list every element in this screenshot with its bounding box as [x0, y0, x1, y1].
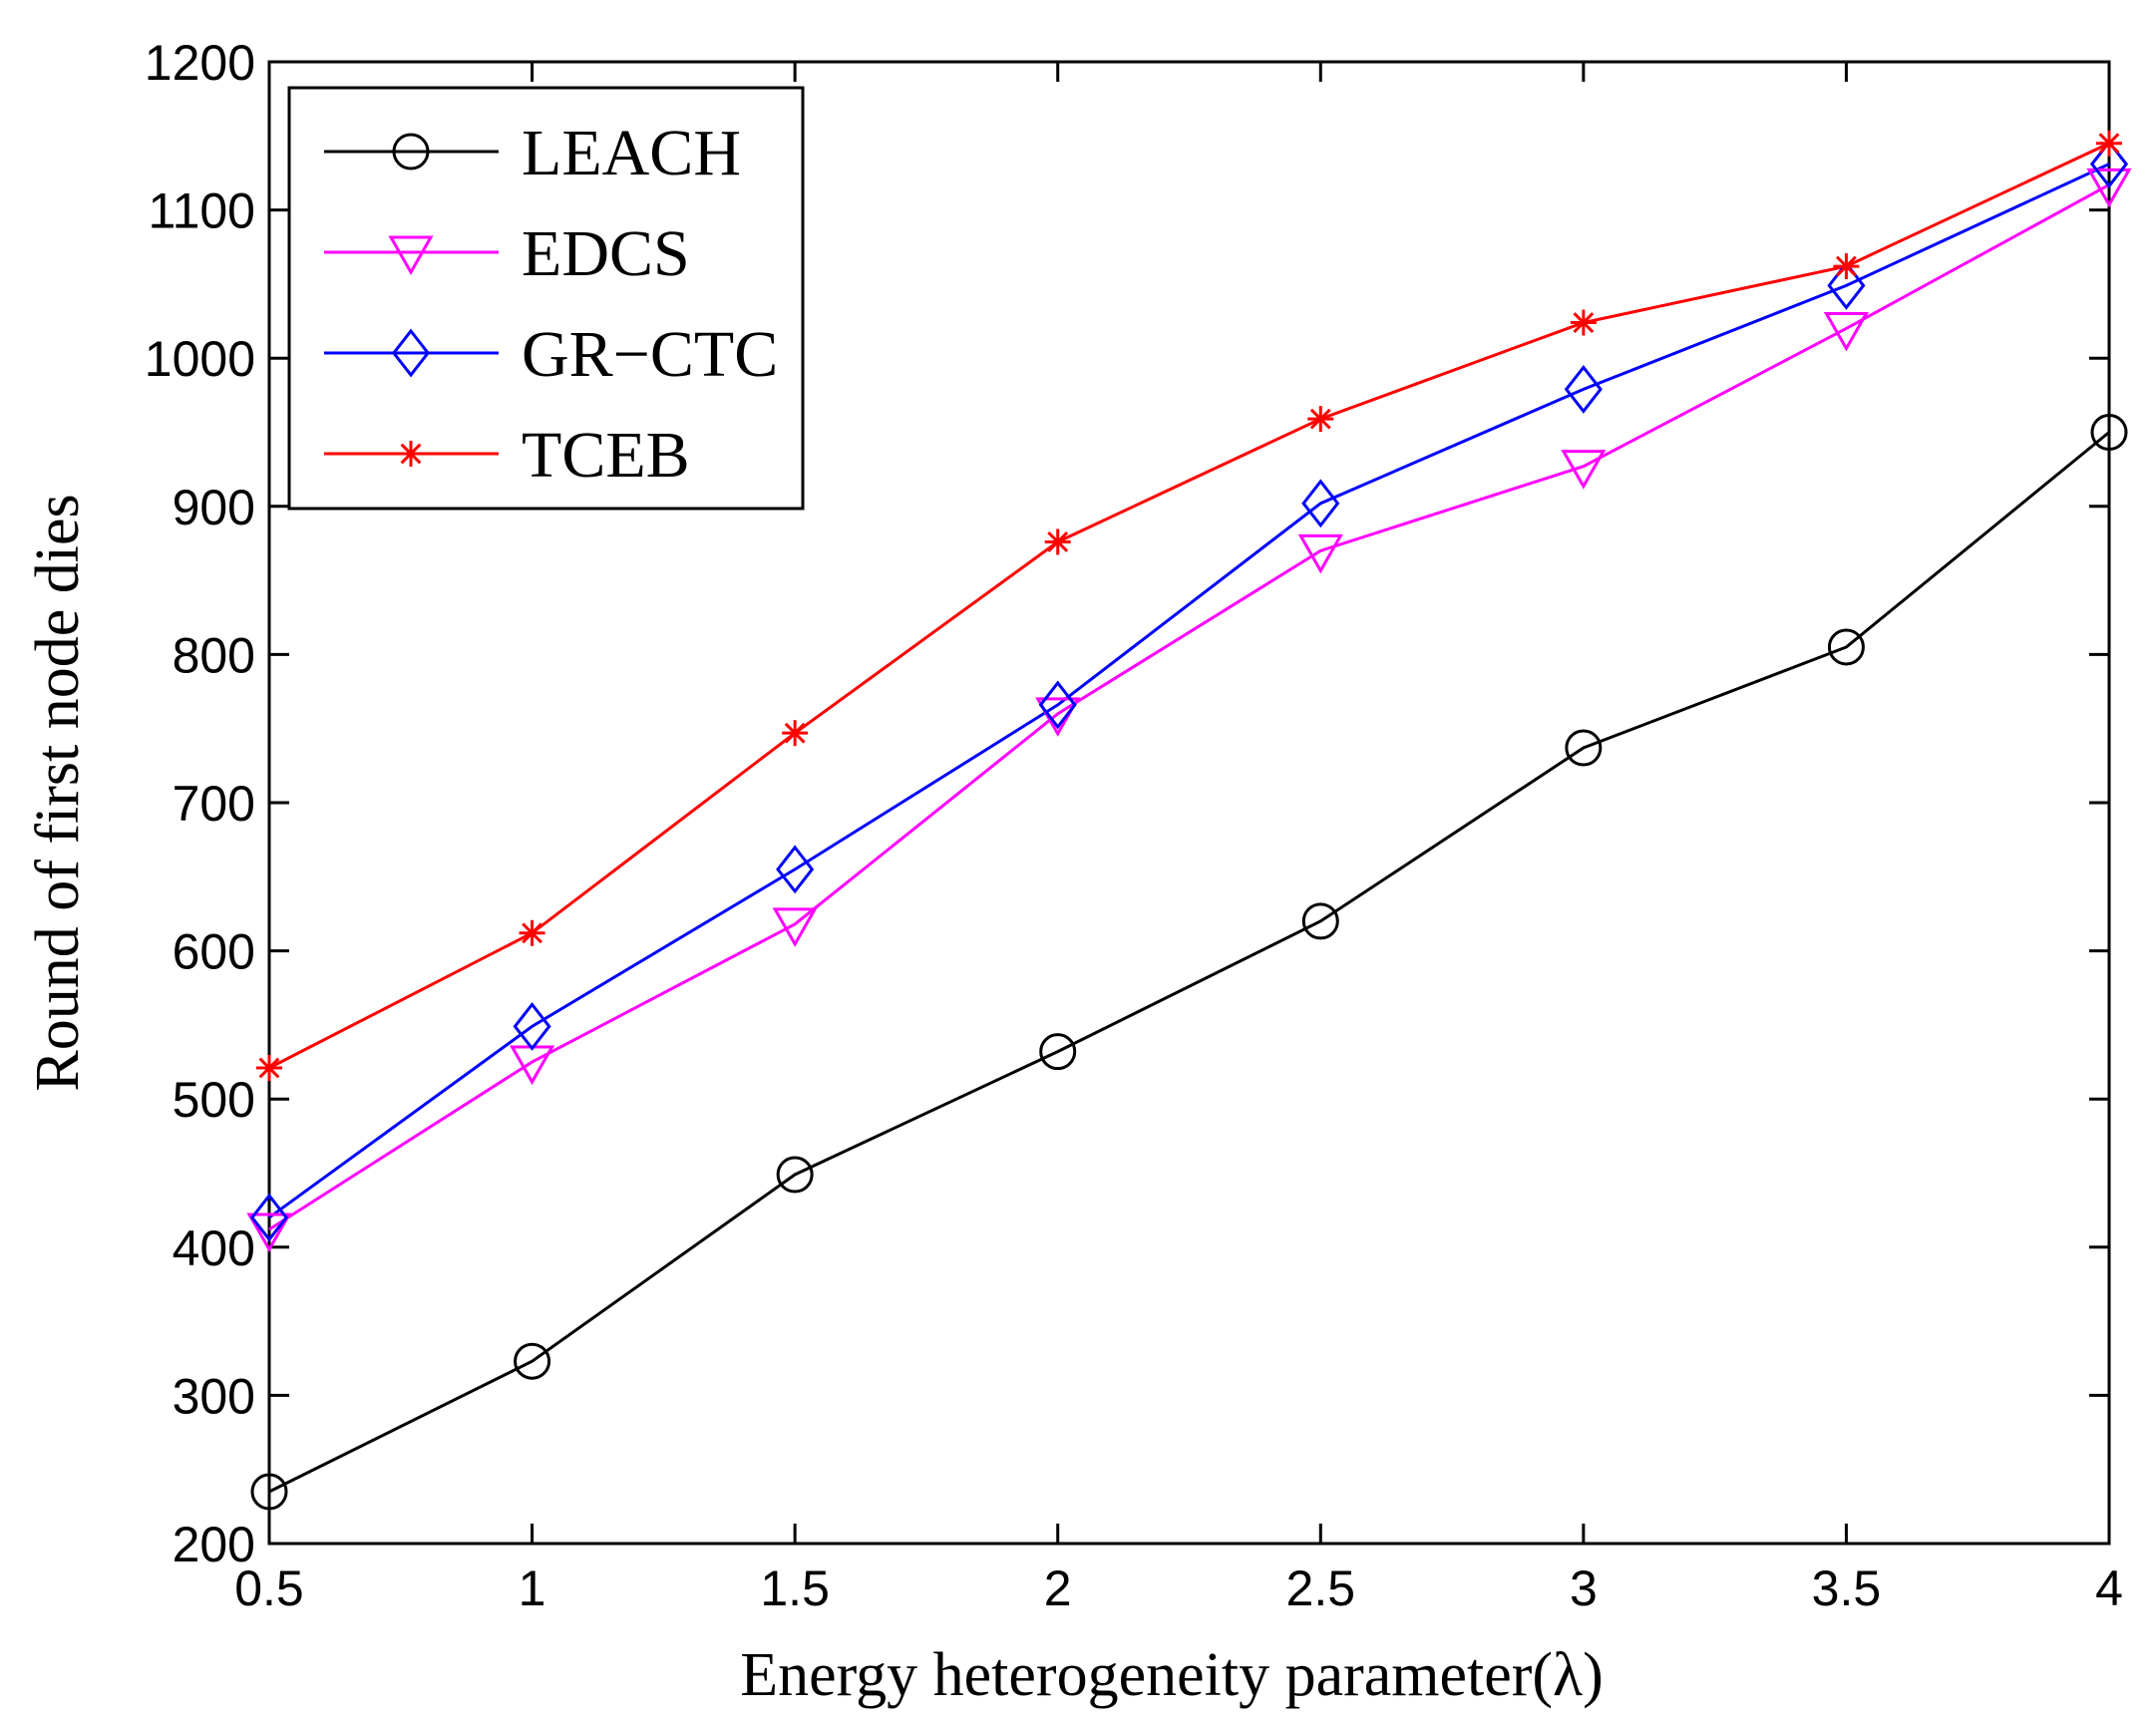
- y-tick-label: 300: [173, 1368, 255, 1424]
- data-point-tceb: [1044, 528, 1071, 555]
- x-tick-label: 1.5: [760, 1560, 830, 1616]
- legend: LEACH EDCS GR−CTC TCEB: [287, 86, 805, 511]
- series-lines: [268, 142, 2110, 1494]
- data-point-gr-ctc: [1827, 260, 1866, 310]
- y-axis-label: Round of first node dies: [24, 494, 92, 1091]
- y-tick-label: 900: [173, 480, 255, 535]
- data-point-gr-ctc: [1564, 364, 1603, 414]
- y-tick-label: 1000: [145, 331, 255, 387]
- data-point-gr-ctc: [776, 845, 815, 894]
- legend-label-leach: LEACH: [522, 117, 741, 189]
- x-tick-label: 3.5: [1812, 1560, 1882, 1616]
- data-point-tceb: [519, 919, 545, 946]
- data-point-leach: [776, 1156, 814, 1194]
- data-point-tceb: [2096, 130, 2122, 157]
- x-tick-label: 1: [519, 1560, 546, 1616]
- data-point-edcs: [772, 907, 818, 947]
- y-tick-label: 200: [173, 1517, 255, 1572]
- x-tick-label: 2.5: [1286, 1560, 1356, 1616]
- data-point-edcs: [1297, 533, 1343, 574]
- series-line-edcs: [268, 183, 2110, 1231]
- legend-label-gr-ctc: GR−CTC: [522, 318, 778, 391]
- y-tick-label: 400: [173, 1220, 255, 1276]
- data-point-edcs: [246, 1212, 292, 1252]
- data-point-gr-ctc: [1301, 479, 1340, 528]
- legend-box: [287, 86, 805, 511]
- x-tick-label: 3: [1570, 1560, 1598, 1616]
- data-point-tceb: [1307, 406, 1334, 433]
- legend-marker-leach: [392, 133, 430, 171]
- series-markers: [246, 130, 2132, 1511]
- data-point-gr-ctc: [249, 1193, 289, 1242]
- data-point-leach: [1039, 1033, 1077, 1071]
- data-point-edcs: [1823, 311, 1870, 352]
- data-point-edcs: [2086, 168, 2132, 208]
- series-line-tceb: [268, 142, 2110, 1070]
- data-point-tceb: [1570, 309, 1597, 336]
- data-point-gr-ctc: [2089, 140, 2129, 188]
- data-point-edcs: [1561, 450, 1607, 490]
- legend-marker-tceb: [398, 441, 424, 467]
- data-point-leach: [1827, 628, 1865, 666]
- legend-label-edcs: EDCS: [522, 217, 690, 290]
- series-line-leach: [268, 431, 2110, 1494]
- y-tick-label: 600: [173, 924, 255, 980]
- data-point-gr-ctc: [513, 1001, 551, 1051]
- legend-marker-gr-ctc: [391, 328, 431, 378]
- y-tick-label: 1100: [148, 183, 255, 239]
- data-point-tceb: [1833, 253, 1860, 280]
- data-point-tceb: [256, 1054, 282, 1081]
- data-point-leach: [250, 1473, 288, 1511]
- y-tick-label: 500: [173, 1072, 255, 1128]
- y-tick-label: 1200: [145, 35, 255, 91]
- data-point-leach: [2090, 414, 2128, 451]
- data-point-leach: [1301, 902, 1339, 940]
- data-point-tceb: [782, 720, 809, 747]
- x-tick-label: 4: [2095, 1560, 2123, 1616]
- axis-ticks: 0.5 1 1.5 2 2.5 3 3.5 4 200 300 400 500 600 700 800 900…: [145, 35, 2123, 1616]
- x-tick-label: 0.5: [234, 1560, 304, 1616]
- y-tick-label: 800: [173, 627, 255, 683]
- data-point-gr-ctc: [1038, 680, 1077, 730]
- data-point-leach: [514, 1342, 551, 1380]
- x-tick-label: 2: [1044, 1560, 1072, 1616]
- y-tick-label: 700: [173, 776, 255, 832]
- legend-marker-edcs: [388, 235, 434, 276]
- series-line-gr-ctc: [268, 163, 2110, 1219]
- x-axis-label: Energy heterogeneity parameter(λ): [740, 1641, 1604, 1709]
- legend-label-tceb: TCEB: [522, 419, 690, 492]
- data-point-leach: [1565, 729, 1603, 767]
